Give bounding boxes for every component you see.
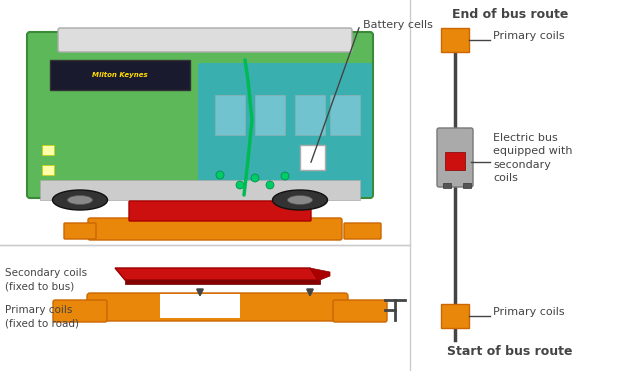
Bar [215, 95, 245, 135]
Ellipse shape [273, 190, 328, 210]
Text: Primary coils: Primary coils [493, 307, 565, 317]
FancyBboxPatch shape [58, 28, 352, 52]
Text: Primary coils
(fixed to road): Primary coils (fixed to road) [5, 305, 79, 328]
Circle shape [236, 181, 244, 189]
Text: Battery cells: Battery cells [363, 20, 433, 30]
Ellipse shape [52, 190, 107, 210]
Text: Electric bus
equipped with
secondary
coils: Electric bus equipped with secondary coi… [493, 133, 572, 183]
Polygon shape [125, 280, 320, 284]
Bar [445, 152, 465, 170]
Circle shape [216, 171, 224, 179]
Bar [330, 95, 360, 135]
Circle shape [281, 172, 289, 180]
FancyBboxPatch shape [27, 32, 373, 198]
Bar [42, 165, 54, 175]
Bar [42, 145, 54, 155]
Text: Milton Keynes: Milton Keynes [92, 72, 148, 78]
Bar [40, 180, 360, 200]
FancyBboxPatch shape [53, 300, 107, 322]
Bar [50, 60, 190, 90]
FancyBboxPatch shape [344, 223, 381, 239]
Text: Start of bus route: Start of bus route [447, 345, 573, 358]
FancyBboxPatch shape [129, 201, 311, 221]
Text: End of bus route: End of bus route [452, 8, 568, 21]
Bar [443, 183, 451, 188]
Bar [295, 95, 325, 135]
Circle shape [251, 174, 259, 182]
FancyBboxPatch shape [437, 128, 473, 187]
Bar [441, 304, 469, 328]
Bar [441, 28, 469, 52]
FancyBboxPatch shape [88, 218, 342, 240]
Ellipse shape [288, 196, 313, 204]
Text: Secondary coils
(fixed to bus): Secondary coils (fixed to bus) [5, 268, 87, 291]
Ellipse shape [67, 196, 92, 204]
Text: Primary coils: Primary coils [493, 31, 565, 41]
Bar [160, 294, 240, 318]
Bar [300, 145, 325, 170]
Polygon shape [310, 268, 330, 284]
FancyBboxPatch shape [87, 293, 348, 321]
FancyBboxPatch shape [333, 300, 387, 322]
Polygon shape [115, 268, 320, 280]
FancyBboxPatch shape [64, 223, 96, 239]
Circle shape [266, 181, 274, 189]
FancyBboxPatch shape [198, 63, 372, 197]
Bar [255, 95, 285, 135]
Bar [463, 183, 471, 188]
